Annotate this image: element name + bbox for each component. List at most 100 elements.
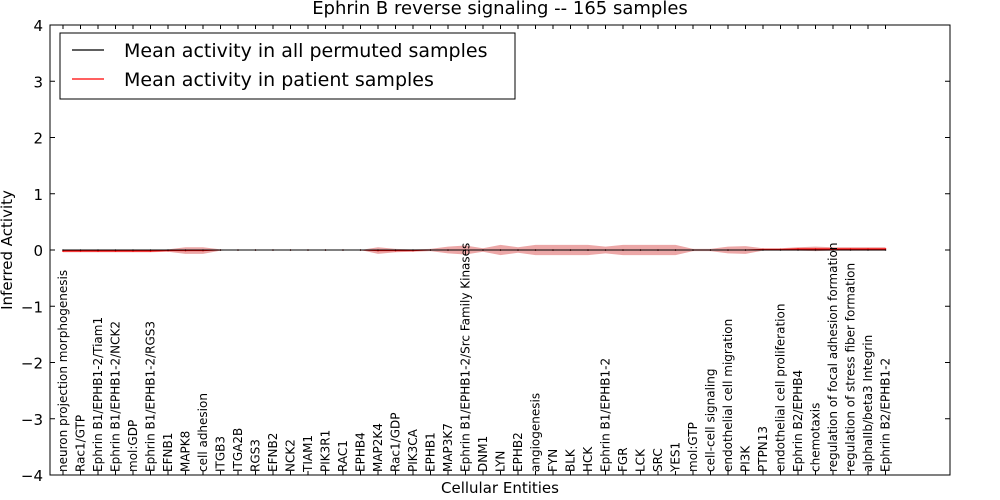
- permuted-point: [429, 249, 432, 251]
- permuted-point: [517, 249, 519, 251]
- x-tick-label: Rac1/GDP: [389, 413, 403, 472]
- x-tick-label: alphaIIb/beta3 Integrin: [861, 335, 875, 472]
- permuted-point: [552, 249, 554, 251]
- permuted-point: [412, 249, 414, 251]
- permuted-point: [237, 249, 239, 251]
- x-tick-label: HCK: [581, 446, 595, 472]
- x-tick-label: EPHB1: [424, 432, 438, 472]
- permuted-point: [97, 249, 99, 251]
- permuted-point: [762, 249, 764, 251]
- chart-title: Ephrin B reverse signaling -- 165 sample…: [312, 0, 688, 19]
- permuted-point: [622, 249, 624, 251]
- permuted-point: [832, 249, 834, 251]
- permuted-point: [324, 249, 327, 251]
- x-tick-label: EPHB4: [354, 432, 368, 472]
- permuted-point: [867, 249, 869, 251]
- permuted-point: [849, 249, 852, 251]
- x-tick-label: RGS3: [249, 439, 263, 472]
- x-axis: neuron projection morphogenesis Rac1/GTP E…: [56, 25, 893, 475]
- permuted-point: [884, 249, 887, 251]
- x-tick-label: PIK3R1: [319, 430, 333, 472]
- x-tick-label: cell adhesion: [196, 393, 210, 472]
- x-tick-label: MAP3K7: [441, 423, 455, 472]
- x-tick-label: LYN: [494, 451, 508, 472]
- permuted-point: [482, 249, 484, 251]
- y-tick-label: −2: [21, 355, 43, 373]
- permuted-point: [797, 249, 799, 251]
- permuted-point: [202, 249, 204, 251]
- patient-point: [114, 250, 117, 252]
- y-axis: −4 −3 −2 −1 0 1 2 3 4: [21, 17, 950, 485]
- permuted-point: [674, 249, 677, 251]
- permuted-point: [184, 249, 187, 251]
- x-tick-label: MAP2K4: [371, 423, 385, 472]
- x-tick-label: Ephrin B1/EPHB1-2/RGS3: [144, 321, 158, 472]
- legend-box: [59, 32, 516, 100]
- permuted-point: [307, 249, 309, 251]
- x-tick-label: BLK: [564, 448, 578, 472]
- legend: Mean activity in all permuted samples Me…: [59, 32, 516, 100]
- x-tick-label: RAC1: [336, 440, 350, 472]
- permuted-point: [114, 249, 117, 251]
- permuted-point: [289, 249, 292, 251]
- y-tick-label: 3: [33, 73, 43, 91]
- x-tick-label: neuron projection morphogenesis: [56, 270, 70, 472]
- permuted-point: [394, 249, 397, 251]
- permuted-point: [219, 249, 222, 251]
- x-tick-label: Ephrin B1/EPHB1-2: [599, 358, 613, 472]
- x-tick-label: SRC: [651, 448, 665, 472]
- x-tick-label: ITGB3: [214, 436, 228, 472]
- x-tick-label: FYN: [546, 449, 560, 472]
- permuted-point: [727, 249, 729, 251]
- x-tick-label: DNM1: [476, 436, 490, 472]
- permuted-point: [254, 249, 257, 251]
- permuted-point: [534, 249, 537, 251]
- permuted-point: [62, 249, 64, 251]
- x-tick-label: YES1: [669, 442, 683, 473]
- y-tick-label: 4: [33, 17, 43, 35]
- x-tick-label: cell-cell signaling: [704, 369, 718, 473]
- y-tick-label: −4: [21, 467, 43, 485]
- y-tick-label: 2: [33, 130, 43, 148]
- patient-point: [814, 248, 817, 250]
- x-tick-label: TIAM1: [301, 435, 315, 473]
- permuted-point: [692, 249, 694, 251]
- patient-point: [62, 250, 64, 252]
- x-tick-label: mol:GTP: [686, 422, 700, 472]
- x-tick-label: NCK2: [284, 439, 298, 472]
- permuted-point: [779, 249, 782, 251]
- permuted-point: [272, 249, 274, 251]
- x-tick-label: endothelial cell migration: [721, 319, 735, 472]
- x-tick-label: PIK3CA: [406, 428, 420, 472]
- permuted-point: [447, 249, 449, 251]
- x-tick-label: Ephrin B2/EPHB4: [791, 370, 805, 472]
- y-tick-label: 1: [33, 186, 43, 204]
- legend-label-patient: Mean activity in patient samples: [124, 69, 434, 91]
- permuted-point: [167, 249, 169, 251]
- permuted-point: [814, 249, 817, 251]
- permuted-point: [464, 249, 467, 251]
- legend-label-permuted: Mean activity in all permuted samples: [124, 40, 487, 62]
- permuted-point: [342, 249, 344, 251]
- x-tick-label: Rac1/GTP: [74, 415, 88, 472]
- patient-point: [79, 250, 82, 252]
- x-tick-label: regulation of stress fiber formation: [844, 263, 858, 472]
- permuted-point: [709, 249, 712, 251]
- x-axis-label: Cellular Entities: [441, 479, 559, 497]
- patient-point: [797, 248, 799, 250]
- permuted-point: [377, 249, 379, 251]
- permuted-point: [149, 249, 152, 251]
- x-tick-label: regulation of focal adhesion formation: [826, 243, 840, 472]
- series-lines: [62, 248, 887, 252]
- patient-point: [832, 248, 834, 250]
- x-tick-label: EFNB2: [266, 433, 280, 472]
- permuted-point: [604, 249, 607, 251]
- y-tick-label: 0: [33, 242, 43, 260]
- x-tick-label: Ephrin B1/EPHB1-2/Tiam1: [91, 317, 105, 472]
- permuted-point: [744, 249, 747, 251]
- x-tick-label: mol:GDP: [126, 420, 140, 472]
- y-axis-label: Inferred Activity: [0, 190, 16, 310]
- patient-point: [867, 248, 869, 250]
- permuted-point: [639, 249, 642, 251]
